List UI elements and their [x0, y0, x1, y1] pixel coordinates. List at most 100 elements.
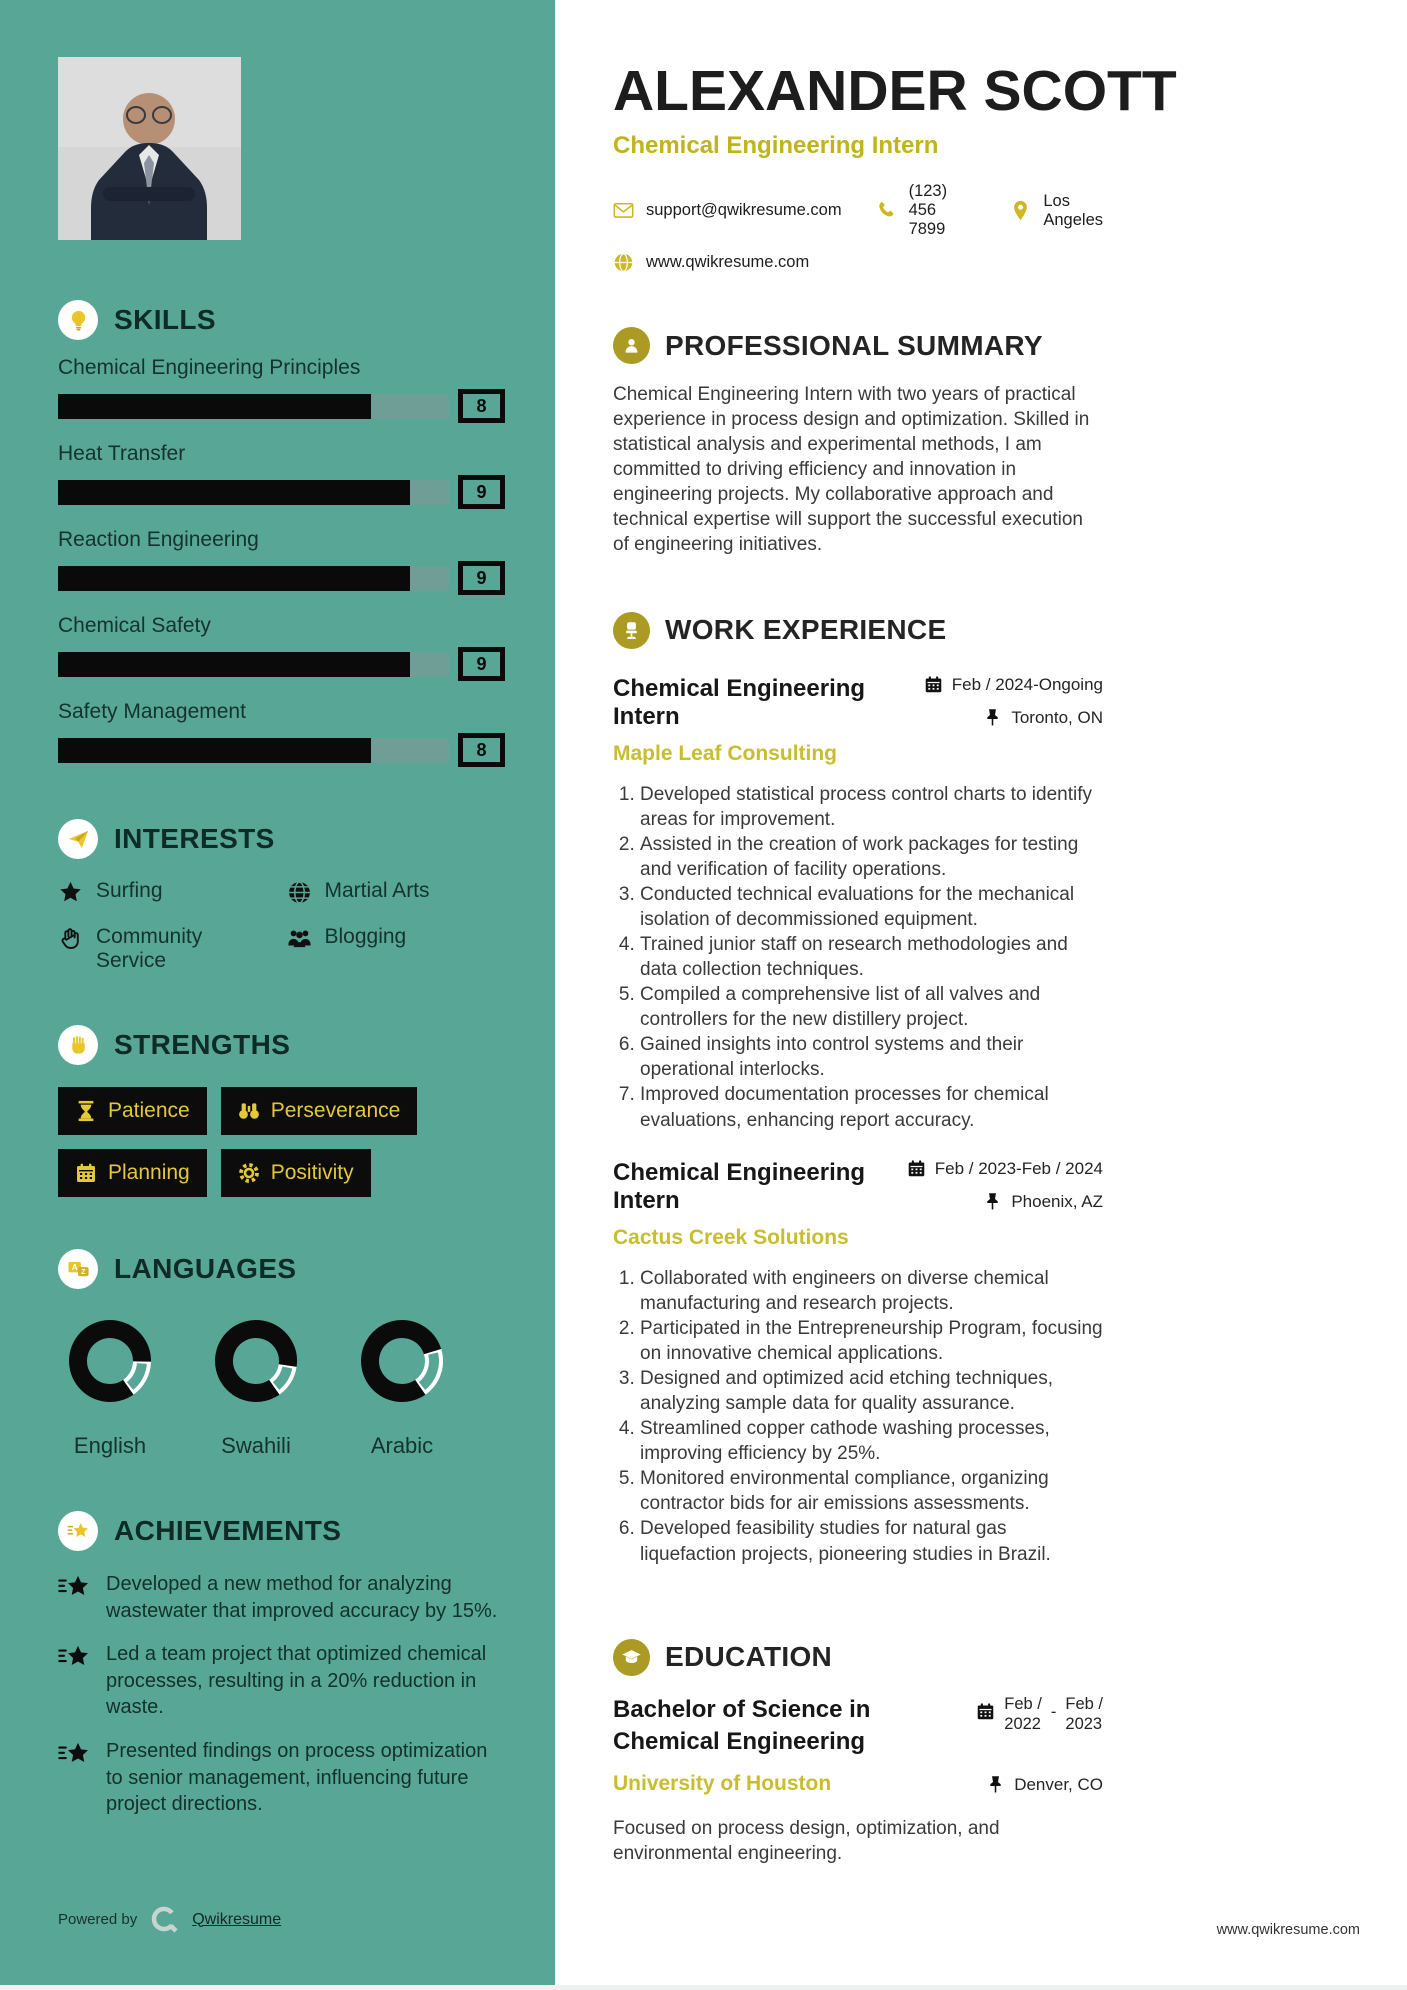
achievement-item: Presented findings on process optimizati…: [58, 1738, 505, 1818]
skill-item: Reaction Engineering 9: [58, 528, 505, 595]
hand-icon: [58, 926, 83, 951]
candidate-name: ALEXANDER SCOTT: [613, 59, 1177, 123]
languages-list: English Swahili Arabic: [62, 1313, 505, 1459]
achievements-list: Developed a new method for analyzing was…: [58, 1571, 505, 1818]
skill-bar: [58, 393, 449, 419]
skill-item: Safety Management 8: [58, 700, 505, 767]
job-bullet: Conducted technical evaluations for the …: [640, 882, 1103, 932]
skill-value-badge: 9: [458, 475, 505, 509]
strength-badge: Planning: [58, 1149, 207, 1197]
skill-item: Heat Transfer 9: [58, 442, 505, 509]
education-description: Focused on process design, optimization,…: [613, 1818, 1000, 1865]
site-footer-url: www.qwikresume.com: [1216, 1922, 1360, 1938]
skill-value-badge: 9: [458, 561, 505, 595]
contact-email: support@qwikresume.com: [613, 200, 842, 221]
skill-bar: [58, 479, 449, 505]
job-bullet: Developed feasibility studies for natura…: [640, 1516, 1103, 1566]
candidate-role: Chemical Engineering Intern: [613, 132, 939, 159]
calendar-icon: [75, 1162, 97, 1184]
interest-item: Martial Arts: [287, 879, 506, 905]
date-end-line1: Feb /: [1065, 1694, 1103, 1713]
language-item: Arabic: [354, 1313, 450, 1459]
interest-item: Surfing: [58, 879, 277, 905]
job-title: Chemical Engineering Intern: [613, 674, 866, 730]
profile-photo: [58, 57, 241, 240]
shooting-star-icon: [58, 1573, 91, 1601]
users-icon: [287, 926, 312, 951]
graduation-cap-icon: [613, 1638, 650, 1676]
language-donut-chart: [361, 1320, 443, 1402]
strengths-title: STRENGTHS: [114, 1029, 291, 1060]
skill-bar-fill: [58, 479, 410, 505]
globe-web-icon: [613, 252, 634, 273]
skill-label: Chemical Safety: [58, 614, 211, 637]
language-donut-chart: [69, 1320, 151, 1402]
qwikresume-link[interactable]: Qwikresume: [192, 1910, 282, 1928]
skill-value-badge: 8: [458, 389, 505, 423]
svg-text:Z: Z: [81, 1268, 86, 1276]
strength-label: Patience: [108, 1099, 190, 1122]
phone-icon: [876, 200, 897, 221]
skills-title: SKILLS: [114, 304, 216, 335]
shooting-star-icon: [58, 1740, 91, 1768]
fist-icon: [58, 1025, 98, 1065]
contact-phone: (123) 456 7899: [876, 182, 977, 239]
university-name: University of Houston: [613, 1772, 832, 1796]
job-bullet: Participated in the Entrepreneurship Pro…: [640, 1316, 1103, 1366]
education-location: Denver, CO: [986, 1775, 1103, 1795]
office-chair-icon: [613, 611, 650, 649]
achievement-text: Led a team project that optimized chemic…: [106, 1643, 487, 1719]
job-bullet-list: Collaborated with engineers on diverse c…: [613, 1266, 1103, 1567]
interests-list: Surfing Martial Arts Community Service Blog…: [58, 879, 505, 973]
job-company: Maple Leaf Consulting: [613, 741, 838, 765]
calendar-icon: [924, 675, 943, 694]
skill-value-badge: 8: [458, 733, 505, 767]
strength-label: Perseverance: [270, 1099, 401, 1122]
job-bullet: Compiled a comprehensive list of all val…: [640, 982, 1103, 1032]
interest-label: Community Service: [96, 925, 203, 972]
svg-text:A: A: [71, 1263, 77, 1272]
skill-item: Chemical Safety 9: [58, 614, 505, 681]
job-bullet: Streamlined copper cathode washing proce…: [640, 1416, 1103, 1466]
job-company: Cactus Creek Solutions: [613, 1225, 849, 1249]
skill-value-badge: 9: [458, 647, 505, 681]
skill-item: Chemical Engineering Principles 8: [58, 356, 505, 423]
paper-plane-icon: [58, 819, 98, 859]
job-date: Feb / 2024-Ongoing: [924, 675, 1103, 695]
interests-section: INTERESTS Surfing Martial Arts Community S…: [58, 819, 505, 973]
job-bullet: Designed and optimized acid etching tech…: [640, 1366, 1103, 1416]
summary-section: PROFESSIONAL SUMMARY Chemical Engineerin…: [613, 327, 1103, 558]
language-donut-chart: [214, 1320, 297, 1402]
summary-text: Chemical Engineering Intern with two yea…: [613, 384, 1090, 556]
lightbulb-icon: [58, 300, 98, 340]
strength-badge: Perseverance: [220, 1087, 418, 1135]
qwikresume-logo-icon: [149, 1904, 180, 1935]
date-start-line2: 2022: [1004, 1715, 1041, 1734]
education-title: EDUCATION: [665, 1641, 833, 1673]
skill-bar-fill: [58, 565, 410, 591]
summary-title: PROFESSIONAL SUMMARY: [665, 329, 1043, 361]
language-item: Swahili: [208, 1313, 304, 1459]
interest-item: Community Service: [58, 925, 277, 973]
degree-name: Bachelor of Science in Chemical Engineer…: [613, 1695, 871, 1755]
skill-bar-fill: [58, 393, 371, 419]
gear-icon: [238, 1162, 260, 1184]
languages-title: LANGUAGES: [114, 1253, 297, 1284]
achievements-section: ACHIEVEMENTS Developed a new method for …: [58, 1511, 505, 1818]
sidebar: SKILLS Chemical Engineering Principles 8 H…: [0, 0, 555, 1985]
envelope-icon: [613, 200, 634, 221]
hourglass-icon: [75, 1100, 97, 1122]
contact-info: support@qwikresume.com (123) 456 7899 Lo…: [613, 182, 1103, 273]
job-entry: Chemical Engineering Intern Maple Leaf Co…: [613, 675, 1103, 1133]
language-label: English: [73, 1433, 147, 1458]
interest-item: Blogging: [287, 925, 506, 973]
date-end-line2: 2023: [1065, 1715, 1103, 1734]
achievement-item: Developed a new method for analyzing was…: [58, 1571, 505, 1624]
jobs-list: Chemical Engineering Intern Maple Leaf Co…: [613, 675, 1103, 1567]
skill-bar-fill: [58, 651, 410, 677]
strength-label: Planning: [108, 1161, 190, 1184]
language-item: English: [62, 1313, 158, 1459]
pushpin-icon: [983, 708, 1002, 727]
strength-label: Positivity: [270, 1161, 354, 1184]
